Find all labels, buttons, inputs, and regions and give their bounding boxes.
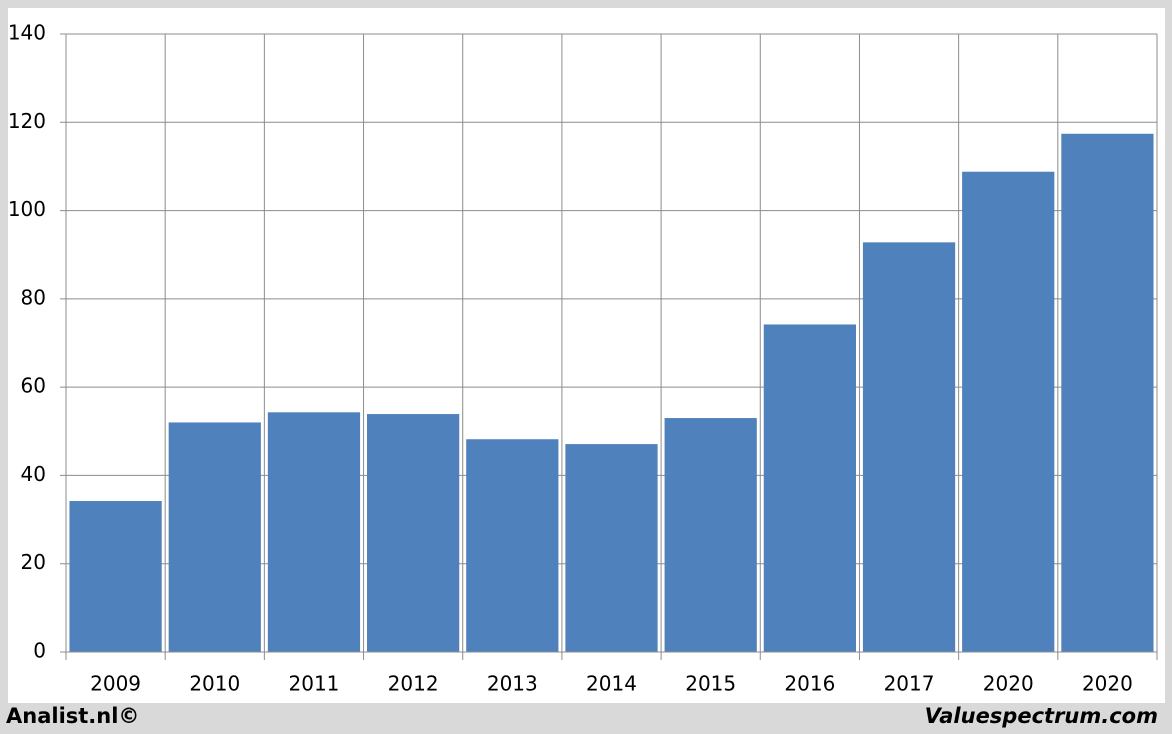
bar: [862, 242, 956, 652]
y-tick-label: 60: [21, 374, 46, 398]
x-tick-label: 2012: [388, 672, 439, 696]
x-tick-label: 2020: [983, 672, 1034, 696]
bar: [763, 324, 856, 652]
x-tick-label: 2016: [784, 672, 835, 696]
bar: [565, 444, 658, 652]
bar: [466, 439, 559, 652]
bar: [267, 412, 361, 652]
bar: [367, 414, 460, 652]
x-tick-label: 2010: [189, 672, 240, 696]
bar: [664, 418, 757, 652]
y-tick-label: 120: [8, 109, 46, 133]
x-tick-label: 2017: [884, 672, 935, 696]
x-tick-label: 2009: [90, 672, 141, 696]
x-tick-label: 2020: [1082, 672, 1133, 696]
y-tick-label: 100: [8, 197, 46, 221]
y-tick-label: 80: [21, 285, 46, 309]
x-tick-label: 2013: [487, 672, 538, 696]
y-tick-label: 20: [21, 550, 46, 574]
bar: [962, 171, 1055, 652]
x-tick-label: 2015: [685, 672, 736, 696]
x-tick-label: 2011: [289, 672, 340, 696]
bar: [1061, 133, 1154, 652]
y-tick-label: 0: [33, 639, 46, 663]
y-tick-label: 40: [21, 462, 46, 486]
x-tick-label: 2014: [586, 672, 637, 696]
y-tick-label: 140: [8, 21, 46, 45]
bar: [69, 501, 162, 652]
credit-left: Analist.nl©: [6, 704, 139, 728]
bar: [168, 422, 261, 652]
credit-right: Valuespectrum.com: [925, 704, 1158, 728]
